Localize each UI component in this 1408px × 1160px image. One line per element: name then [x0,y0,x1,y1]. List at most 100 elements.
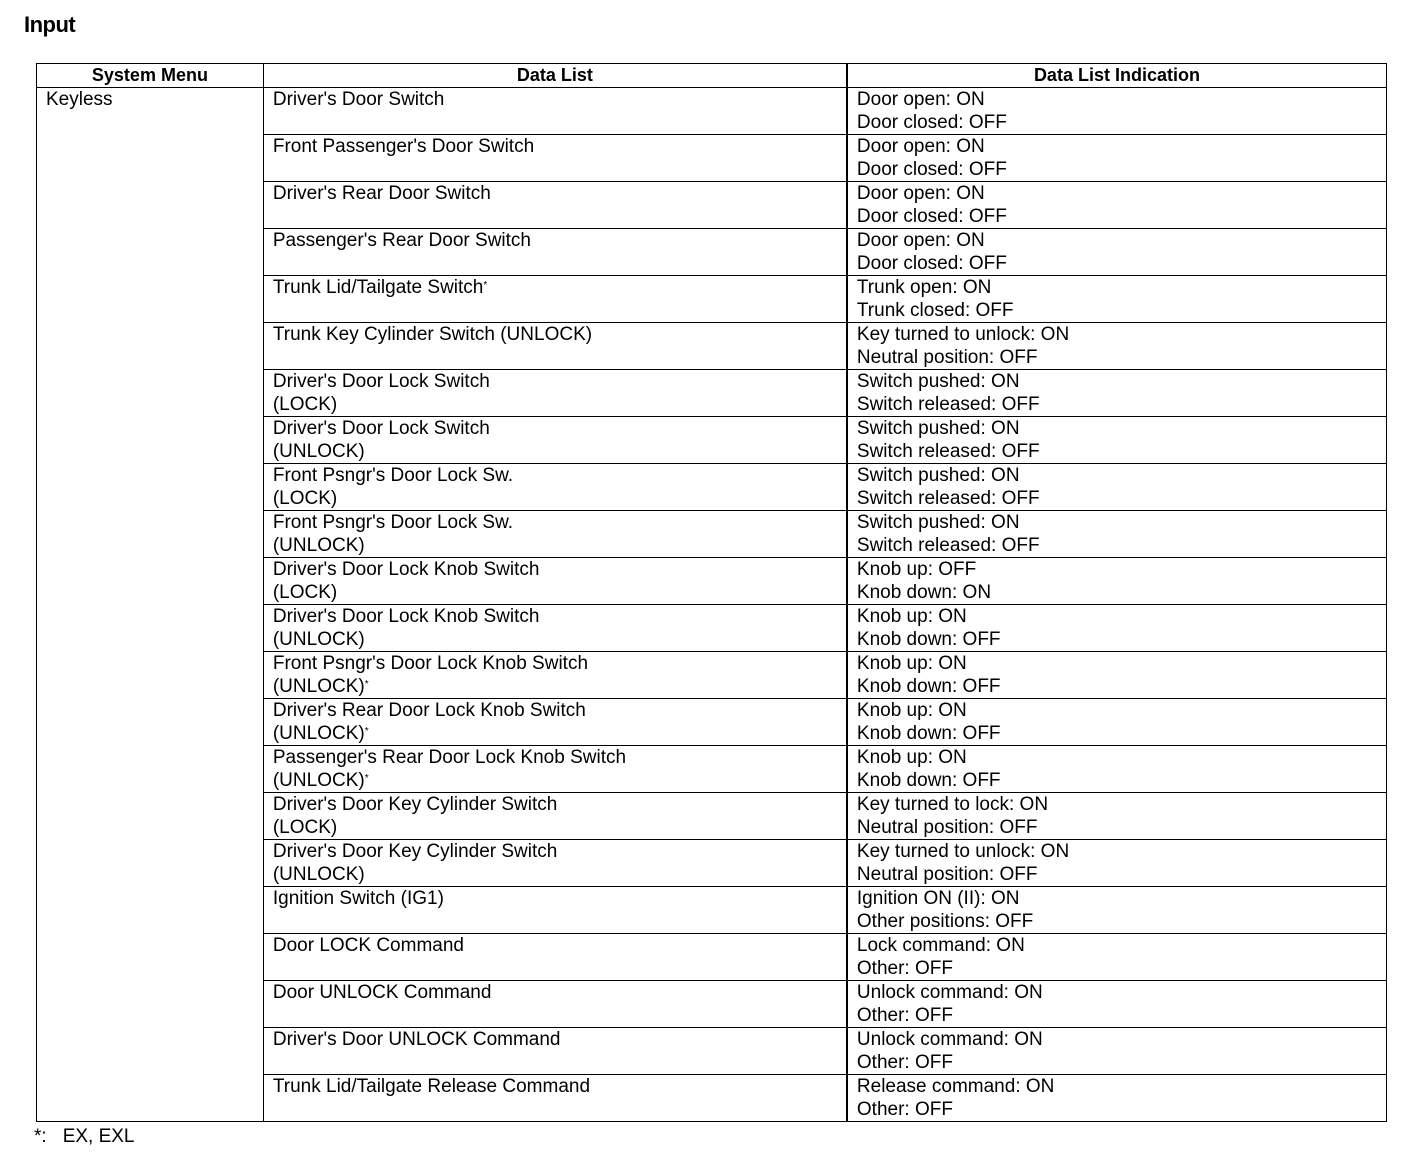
data-list-text: Front Psngr's Door Lock Knob Switch [272,653,589,674]
indication-line: Knob down: OFF [856,723,1001,744]
table-row: Driver's Door Key Cylinder Switch (UNLOCK… [37,839,1387,887]
indication-line: Switch pushed: ON [856,418,1020,439]
header-data-list: Data List [262,63,848,88]
indication-cell: Door open: ON Door closed: OFF [845,181,1387,229]
table-row: Door LOCK Command Lock command: ON Other: … [37,933,1387,981]
indication-line: Neutral position: OFF [856,864,1038,885]
data-list-line: Door UNLOCK Command [273,981,837,1004]
data-list-line: (LOCK) [273,487,837,510]
indication-line: Unlock command: ON [856,1029,1043,1050]
data-list-line: Passenger's Rear Door Lock Knob Switch [273,746,837,769]
data-list-line: (UNLOCK)* [273,675,837,698]
data-list-line: Driver's Door Lock Knob Switch [273,605,837,628]
indication-line: Key turned to unlock: ON [856,324,1070,345]
table-row: Trunk Lid/Tailgate Release Command Releas… [37,1074,1387,1122]
indication-line: Knob down: ON [856,582,992,603]
indication-line: Knob up: OFF [856,559,977,580]
table-row: Driver's Door Lock Switch (UNLOCK) Switch … [37,416,1387,464]
data-list-line: Trunk Lid/Tailgate Release Command [273,1075,837,1098]
table-row: Door UNLOCK Command Unlock command: ON Oth… [37,980,1387,1028]
data-list-line: (LOCK) [273,581,837,604]
data-list-text: (LOCK) [272,488,338,509]
table-row: Passenger's Rear Door Switch Door open: O… [37,228,1387,276]
table-row: Passenger's Rear Door Lock Knob Switch (U… [37,745,1387,793]
indication-cell: Knob up: ON Knob down: OFF [845,604,1387,652]
table-row: Driver's Door Key Cylinder Switch (LOCK) K… [37,792,1387,840]
data-list-line: Trunk Lid/Tailgate Switch* [273,276,837,299]
data-list-cell: Driver's Door Lock Knob Switch (LOCK) [262,557,848,605]
data-list-text: Front Psngr's Door Lock Sw. [272,512,514,533]
data-list-cell: Driver's Door Key Cylinder Switch (LOCK) [262,792,848,840]
indication-cell: Unlock command: ON Other: OFF [845,1027,1387,1075]
footnote-text: EX, EXL [62,1126,135,1147]
indication-line: Switch released: OFF [856,488,1040,509]
indication-cell: Switch pushed: ON Switch released: OFF [845,510,1387,558]
table-row: Driver's Rear Door Switch Door open: ON Do… [37,181,1387,229]
section-title: Input [24,12,76,37]
indication-cell: Release command: ON Other: OFF [845,1074,1387,1122]
data-list-cell: Driver's Door UNLOCK Command [262,1027,848,1075]
data-list-line: Driver's Door Lock Switch [273,417,837,440]
data-list-text: Trunk Lid/Tailgate Switch [272,277,484,298]
data-list-text: Driver's Door Switch [272,89,445,110]
indication-cell: Switch pushed: ON Switch released: OFF [845,369,1387,417]
data-list-text: Driver's Door UNLOCK Command [272,1029,561,1050]
data-list-cell: Driver's Door Lock Switch (UNLOCK) [262,416,848,464]
indication-line: Other: OFF [856,1099,953,1120]
data-list-cell: Passenger's Rear Door Lock Knob Switch (U… [262,745,848,793]
data-list-text: (LOCK) [272,582,338,603]
indication-line: Other positions: OFF [856,911,1034,932]
data-list-line: (UNLOCK) [273,440,837,463]
data-list-line: Trunk Key Cylinder Switch (UNLOCK) [273,323,837,346]
indication-line: Door closed: OFF [856,112,1007,133]
indication-line: Trunk open: ON [856,277,992,298]
data-list-cell: Front Passenger's Door Switch [262,134,848,182]
data-list-line: (UNLOCK) [273,628,837,651]
data-list-cell: Passenger's Rear Door Switch [262,228,848,276]
footnote-marker: * [483,280,488,291]
data-list-line: Driver's Rear Door Switch [273,182,837,205]
table-row: Trunk Lid/Tailgate Switch* Trunk open: ON… [37,275,1387,323]
table-row: Trunk Key Cylinder Switch (UNLOCK) Key tu… [37,322,1387,370]
data-list-text: Driver's Door Key Cylinder Switch [272,794,558,815]
data-list-line: Driver's Door Switch [273,88,837,111]
indication-line: Other: OFF [856,1005,953,1026]
indication-line: Knob up: ON [856,700,967,721]
data-list-line: Front Psngr's Door Lock Sw. [273,511,837,534]
data-list-text: Passenger's Rear Door Lock Knob Switch [272,747,627,768]
indication-line: Switch pushed: ON [856,371,1020,392]
indication-line: Other: OFF [856,958,953,979]
data-list-line: Driver's Door Lock Knob Switch [273,558,837,581]
data-list-line: Driver's Door Key Cylinder Switch [273,793,837,816]
data-list-text: (UNLOCK) [272,723,365,744]
data-list-cell: Driver's Door Switch [262,87,848,135]
table-row: Driver's Door Lock Knob Switch (UNLOCK) Kn… [37,604,1387,652]
data-list-line: Front Psngr's Door Lock Knob Switch [273,652,837,675]
data-list-cell: Door LOCK Command [262,933,848,981]
footnote-marker: * [364,773,369,784]
indication-cell: Door open: ON Door closed: OFF [845,134,1387,182]
data-list-line: Driver's Door UNLOCK Command [273,1028,837,1051]
data-list-text: Ignition Switch (IG1) [272,888,444,909]
table-row: Front Passenger's Door Switch Door open: … [37,134,1387,182]
indication-cell: Switch pushed: ON Switch released: OFF [845,463,1387,511]
data-list-text: Door UNLOCK Command [272,982,492,1003]
data-list-text: Trunk Key Cylinder Switch (UNLOCK) [272,324,593,345]
indication-line: Door closed: OFF [856,206,1007,227]
data-list-cell: Front Psngr's Door Lock Sw. (LOCK) [262,463,848,511]
indication-line: Knob up: ON [856,606,967,627]
data-list-text: Driver's Door Lock Switch [272,371,490,392]
indication-cell: Key turned to unlock: ON Neutral position… [845,322,1387,370]
header-row: System Menu Data List Data List Indicati… [36,63,1387,88]
data-list-line: (UNLOCK) [273,534,837,557]
data-list-text: Passenger's Rear Door Switch [272,230,531,251]
data-list-text: Driver's Door Lock Knob Switch [272,559,540,580]
indication-cell: Key turned to unlock: ON Neutral position… [845,839,1387,887]
data-list-cell: Front Psngr's Door Lock Knob Switch (UNLO… [262,651,848,699]
data-list-text: Door LOCK Command [272,935,464,956]
indication-line: Knob down: OFF [856,676,1001,697]
data-list-cell: Door UNLOCK Command [262,980,848,1028]
data-list-text: (UNLOCK) [272,629,365,650]
indication-line: Door open: ON [856,183,985,204]
indication-cell: Knob up: ON Knob down: OFF [845,745,1387,793]
